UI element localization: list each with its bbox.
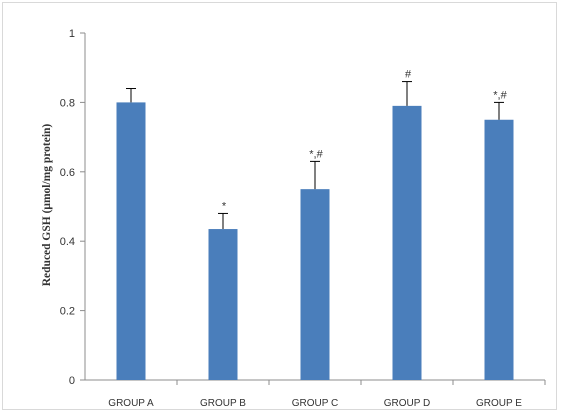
- y-tick-label: 0.4: [60, 236, 75, 248]
- y-tick-label: 1: [69, 28, 75, 40]
- bar-group-c: [300, 189, 330, 380]
- error-bars: [126, 81, 504, 230]
- bar-group-a: [116, 102, 146, 381]
- chart-frame: [2, 2, 557, 410]
- significance-marker: *,#: [309, 148, 323, 160]
- significance-labels: * *,# # *,#: [222, 69, 508, 213]
- y-tick-label: 0: [69, 375, 75, 387]
- y-axis-label: Reduced GSH (μmol/mg protein): [41, 124, 53, 287]
- y-tick-label: 0.6: [60, 167, 75, 179]
- bars: [116, 102, 514, 381]
- x-tick-label: GROUP B: [200, 398, 246, 409]
- y-tick-label: 0.2: [60, 306, 75, 318]
- significance-marker: #: [405, 69, 412, 81]
- x-tick-label: GROUP C: [292, 398, 339, 409]
- bar-group-b: [208, 229, 238, 380]
- y-tick-label: 0.8: [60, 97, 75, 109]
- x-tick-label: GROUP D: [384, 398, 431, 409]
- x-axis: GROUP A GROUP B GROUP C GROUP D GROUP E: [85, 379, 546, 409]
- significance-marker: *,#: [493, 89, 507, 101]
- bar-group-e: [484, 119, 514, 380]
- x-tick-label: GROUP E: [476, 398, 522, 409]
- y-axis: 0 0.2 0.4 0.6 0.8 1: [60, 28, 86, 387]
- x-tick-label: GROUP A: [108, 398, 154, 409]
- significance-marker: *: [222, 200, 227, 212]
- bar-group-d: [392, 105, 422, 381]
